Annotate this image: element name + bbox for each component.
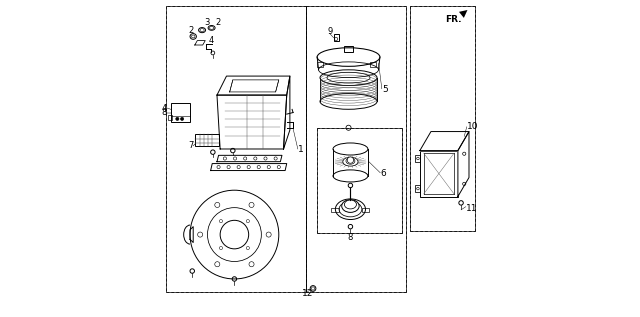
Text: 4: 4 bbox=[209, 36, 214, 45]
Bar bbox=[410, 6, 476, 231]
Text: 12: 12 bbox=[301, 289, 313, 298]
Text: 7: 7 bbox=[188, 141, 193, 150]
Ellipse shape bbox=[344, 200, 356, 209]
Bar bbox=[333, 34, 339, 41]
Bar bbox=[168, 115, 172, 120]
Ellipse shape bbox=[339, 202, 362, 217]
Bar bbox=[420, 151, 458, 197]
Text: 5: 5 bbox=[383, 85, 388, 94]
Text: 6: 6 bbox=[381, 169, 387, 178]
Bar bbox=[166, 6, 306, 292]
Text: 9: 9 bbox=[328, 27, 333, 36]
Circle shape bbox=[180, 117, 184, 120]
Text: 4: 4 bbox=[162, 104, 167, 113]
Text: FR.: FR. bbox=[445, 15, 461, 23]
Text: 3: 3 bbox=[205, 18, 210, 27]
Ellipse shape bbox=[333, 170, 368, 182]
Circle shape bbox=[348, 157, 354, 163]
Bar bbox=[195, 134, 219, 146]
Bar bbox=[317, 128, 403, 233]
Polygon shape bbox=[420, 132, 469, 151]
Ellipse shape bbox=[343, 157, 358, 166]
Text: 2: 2 bbox=[216, 18, 221, 27]
Circle shape bbox=[348, 183, 353, 188]
Text: 2: 2 bbox=[189, 26, 194, 35]
Polygon shape bbox=[458, 132, 469, 197]
Text: 11: 11 bbox=[466, 204, 477, 213]
Text: 10: 10 bbox=[467, 122, 479, 131]
Bar bbox=[171, 103, 190, 122]
Circle shape bbox=[176, 117, 179, 120]
Ellipse shape bbox=[342, 200, 359, 212]
Bar bbox=[306, 6, 406, 292]
Ellipse shape bbox=[346, 158, 355, 164]
Bar bbox=[344, 46, 353, 52]
Bar bbox=[415, 155, 420, 162]
Text: 8: 8 bbox=[161, 108, 167, 117]
Ellipse shape bbox=[333, 143, 368, 155]
Ellipse shape bbox=[335, 199, 365, 219]
Text: 1: 1 bbox=[298, 146, 304, 154]
Text: 8: 8 bbox=[348, 233, 353, 242]
Bar bbox=[415, 185, 420, 192]
